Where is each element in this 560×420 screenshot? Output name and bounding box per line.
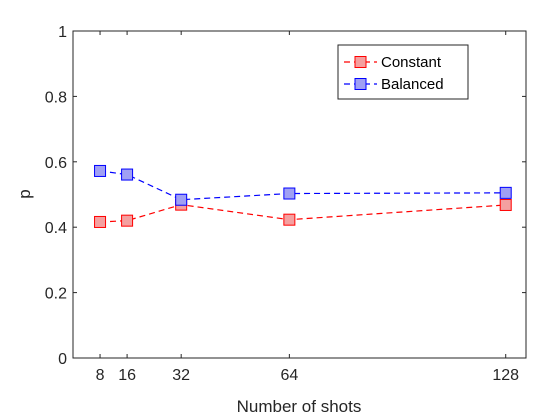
y-tick-label: 0.8 — [45, 89, 67, 106]
legend-label: Constant — [381, 54, 442, 71]
legend-label: Balanced — [381, 76, 444, 93]
data-point — [283, 213, 296, 226]
legend-item: Balanced — [344, 76, 444, 93]
legend-marker — [354, 78, 367, 90]
legend: Constant Balanced — [337, 44, 469, 100]
legend-marker — [354, 56, 367, 68]
data-point — [121, 168, 134, 181]
data-point — [499, 186, 512, 199]
series-layer — [94, 164, 512, 228]
series-balanced — [94, 164, 512, 206]
x-tick-label: 16 — [118, 367, 136, 384]
y-tick-label: 0 — [58, 351, 67, 368]
x-tick-label: 64 — [280, 367, 298, 384]
data-point — [499, 198, 512, 211]
x-tick-label: 128 — [492, 367, 519, 384]
y-tick-label: 1 — [58, 24, 67, 41]
data-point — [94, 215, 107, 228]
y-tick-label: 0.6 — [45, 155, 67, 172]
y-tick-label: 0.2 — [45, 286, 67, 303]
x-tick-label: 32 — [172, 367, 190, 384]
y-tick-label: 0.4 — [45, 220, 67, 237]
legend-item: Constant — [344, 54, 442, 71]
data-point — [121, 214, 134, 227]
data-point — [283, 187, 296, 200]
y-axis: 0 0.2 0.4 0.6 0.8 1 — [45, 24, 526, 368]
data-point — [175, 193, 188, 206]
x-axis-label: Number of shots — [237, 397, 362, 416]
x-axis: 8 16 32 64 128 — [96, 31, 519, 384]
data-point — [94, 164, 107, 177]
x-tick-label: 8 — [96, 367, 105, 384]
y-axis-label: p — [15, 189, 34, 198]
